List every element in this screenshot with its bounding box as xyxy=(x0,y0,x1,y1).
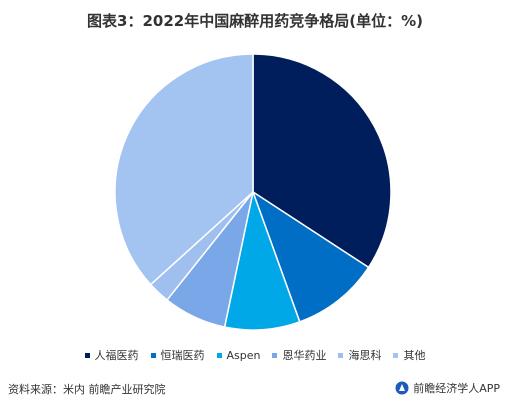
legend-item: Aspen xyxy=(216,348,261,362)
legend-swatch xyxy=(272,352,278,358)
legend-item: 恩华药业 xyxy=(272,347,326,363)
legend-label: 恒瑞医药 xyxy=(160,349,205,362)
legend-swatch xyxy=(150,352,156,358)
legend-item: 其他 xyxy=(393,347,425,363)
legend-label: 人福医药 xyxy=(94,349,139,362)
legend-swatch xyxy=(393,352,399,358)
legend-item: 恒瑞医药 xyxy=(150,347,205,363)
pie-slice xyxy=(114,53,254,286)
brand-logo-icon xyxy=(395,381,409,395)
pie-slice xyxy=(251,190,370,323)
legend-swatch xyxy=(338,352,344,358)
legend-label: 恩华药业 xyxy=(282,349,327,362)
chart-title: 图表3：2022年中国麻醉用药竞争格局(单位：%) xyxy=(87,12,423,30)
legend-label: Aspen xyxy=(226,348,261,362)
source-note: 资料来源：米内 前瞻产业研究院 xyxy=(8,383,166,396)
legend-swatch xyxy=(216,352,222,358)
legend-label: 海思科 xyxy=(348,349,382,362)
legend-item: 海思科 xyxy=(338,347,381,363)
legend-swatch xyxy=(84,352,90,358)
brand-name: 前瞻经济学人APP xyxy=(413,382,500,395)
legend-item: 人福医药 xyxy=(84,347,139,363)
pie-chart xyxy=(114,53,392,331)
legend: 人福医药 恒瑞医药 Aspen 恩华药业 海思科 其他 xyxy=(0,347,510,363)
legend-label: 其他 xyxy=(403,349,426,362)
brand-footer: 前瞻经济学人APP xyxy=(395,380,500,396)
